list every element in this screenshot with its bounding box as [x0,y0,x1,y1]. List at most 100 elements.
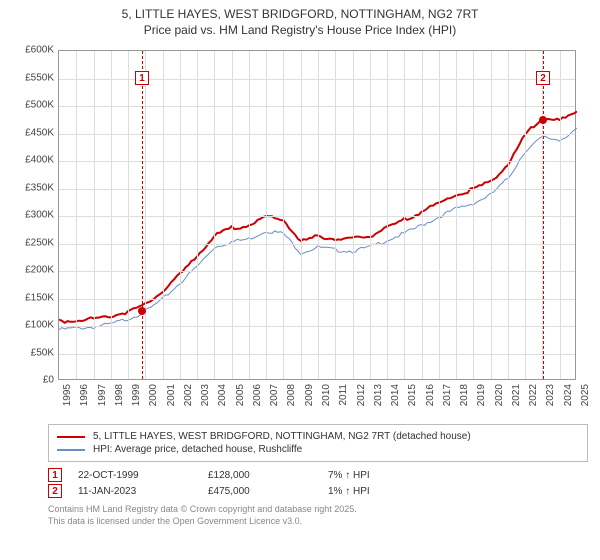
title-line-2: Price paid vs. HM Land Registry's House … [10,22,590,38]
x-tick-label: 1999 [131,384,142,406]
transaction-hpi-delta: 1% ↑ HPI [328,486,478,497]
y-tick-label: £550K [10,72,54,83]
x-tick-label: 2006 [252,384,263,406]
gridline-vertical [76,51,77,379]
gridline-vertical [145,51,146,379]
footer-line-1: Contains HM Land Registry data © Crown c… [48,504,588,516]
gridline-horizontal [59,244,575,245]
y-tick-label: £0 [10,375,54,386]
x-tick-label: 2009 [304,384,315,406]
transaction-date: 22-OCT-1999 [78,470,208,481]
x-tick-label: 2010 [321,384,332,406]
y-tick-label: £150K [10,292,54,303]
gridline-horizontal [59,189,575,190]
gridline-vertical [353,51,354,379]
x-tick-label: 2024 [563,384,574,406]
chart-title: 5, LITTLE HAYES, WEST BRIDGFORD, NOTTING… [0,0,600,40]
gridline-vertical [214,51,215,379]
transaction-date: 11-JAN-2023 [78,486,208,497]
x-tick-label: 2011 [338,384,349,406]
transactions-table: 1 22-OCT-1999 £128,000 7% ↑ HPI 2 11-JAN… [48,468,588,498]
gridline-horizontal [59,326,575,327]
gridline-vertical [283,51,284,379]
gridline-vertical [560,51,561,379]
plot-area: 12 [58,50,576,380]
x-tick-label: 2008 [286,384,297,406]
x-tick-label: 2003 [200,384,211,406]
transaction-price: £128,000 [208,470,328,481]
y-tick-label: £300K [10,210,54,221]
gridline-vertical [370,51,371,379]
x-tick-label: 2015 [407,384,418,406]
footer-line-2: This data is licensed under the Open Gov… [48,516,588,528]
gridline-vertical [508,51,509,379]
gridline-horizontal [59,134,575,135]
x-tick-label: 2018 [459,384,470,406]
gridline-vertical [128,51,129,379]
marker-dot [539,116,547,124]
x-tick-label: 1996 [79,384,90,406]
y-tick-label: £350K [10,182,54,193]
marker-vertical-line [543,51,544,379]
legend-item-price-paid: 5, LITTLE HAYES, WEST BRIDGFORD, NOTTING… [57,431,579,442]
gridline-horizontal [59,271,575,272]
x-tick-label: 2019 [476,384,487,406]
transaction-hpi-delta: 7% ↑ HPI [328,470,478,481]
y-tick-label: £200K [10,265,54,276]
gridline-vertical [335,51,336,379]
x-tick-label: 2023 [545,384,556,406]
gridline-vertical [163,51,164,379]
footer-attribution: Contains HM Land Registry data © Crown c… [48,504,588,527]
x-tick-label: 2000 [148,384,159,406]
marker-vertical-line [142,51,143,379]
x-tick-label: 1998 [114,384,125,406]
marker-box: 2 [536,71,550,85]
gridline-vertical [180,51,181,379]
legend-label-hpi: HPI: Average price, detached house, Rush… [93,444,302,455]
x-tick-label: 1997 [97,384,108,406]
x-tick-label: 2013 [373,384,384,406]
gridline-horizontal [59,216,575,217]
x-tick-label: 2017 [442,384,453,406]
marker-badge-2: 2 [48,484,62,498]
x-tick-label: 2002 [183,384,194,406]
gridline-vertical [473,51,474,379]
transaction-price: £475,000 [208,486,328,497]
x-tick-label: 2004 [217,384,228,406]
chart-container: 12 £0£50K£100K£150K£200K£250K£300K£350K£… [10,40,590,420]
gridline-horizontal [59,354,575,355]
gridline-vertical [439,51,440,379]
gridline-horizontal [59,106,575,107]
x-tick-label: 2005 [235,384,246,406]
legend-label-price-paid: 5, LITTLE HAYES, WEST BRIDGFORD, NOTTING… [93,431,471,442]
x-tick-label: 2020 [494,384,505,406]
x-tick-label: 2001 [166,384,177,406]
y-tick-label: £50K [10,347,54,358]
y-tick-label: £600K [10,45,54,56]
gridline-horizontal [59,299,575,300]
y-tick-label: £500K [10,100,54,111]
x-tick-label: 2007 [269,384,280,406]
x-tick-label: 2014 [390,384,401,406]
gridline-vertical [318,51,319,379]
gridline-vertical [111,51,112,379]
x-tick-label: 2025 [580,384,591,406]
legend: 5, LITTLE HAYES, WEST BRIDGFORD, NOTTING… [48,424,588,462]
gridline-vertical [94,51,95,379]
gridline-vertical [232,51,233,379]
legend-item-hpi: HPI: Average price, detached house, Rush… [57,444,579,455]
gridline-vertical [422,51,423,379]
x-tick-label: 2021 [511,384,522,406]
title-line-1: 5, LITTLE HAYES, WEST BRIDGFORD, NOTTING… [10,6,590,22]
legend-swatch-price-paid [57,436,85,438]
x-tick-label: 2022 [528,384,539,406]
table-row: 1 22-OCT-1999 £128,000 7% ↑ HPI [48,468,588,482]
gridline-vertical [301,51,302,379]
x-tick-label: 2016 [425,384,436,406]
gridline-vertical [525,51,526,379]
gridline-vertical [387,51,388,379]
y-tick-label: £400K [10,155,54,166]
y-tick-label: £100K [10,320,54,331]
gridline-horizontal [59,161,575,162]
gridline-vertical [266,51,267,379]
